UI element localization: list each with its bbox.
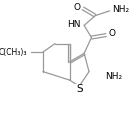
Text: NH₂: NH₂ (112, 5, 129, 14)
Text: HN: HN (67, 20, 80, 29)
Text: NH₂: NH₂ (105, 72, 122, 81)
Text: O: O (108, 29, 116, 38)
Text: C(CH₃)₃: C(CH₃)₃ (0, 48, 27, 57)
Text: O: O (74, 3, 80, 12)
Text: S: S (76, 84, 83, 94)
